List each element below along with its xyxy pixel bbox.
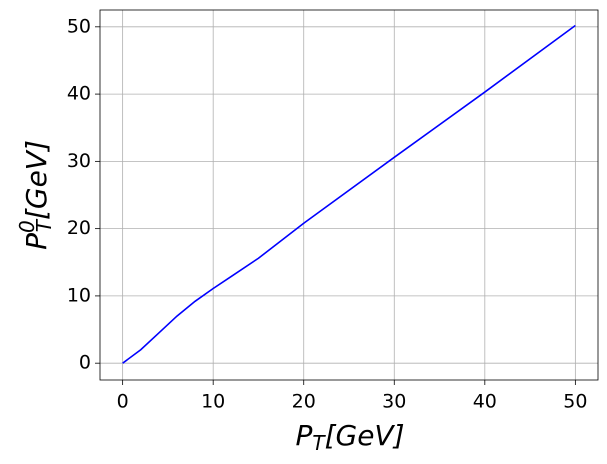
y-tick-label: 40	[67, 83, 91, 105]
x-label-tail: [GeV]	[325, 419, 405, 452]
x-tick-label: 0	[117, 391, 129, 413]
y-label-tail: [GeV]	[20, 140, 53, 220]
y-tick-label: 30	[67, 150, 91, 172]
y-label-sup: 0	[15, 220, 39, 233]
x-tick-label: 30	[382, 391, 406, 413]
x-label-main: P	[295, 419, 312, 452]
x-label-sub: T	[312, 431, 326, 455]
data-line	[122, 24, 576, 364]
y-tick-label: 20	[67, 217, 91, 239]
x-tick-label: 20	[292, 391, 316, 413]
y-tick-label: 10	[67, 284, 91, 306]
y-axis-label: P0T[GeV]	[15, 140, 56, 250]
x-tick-label: 50	[563, 391, 587, 413]
plot-frame	[99, 9, 599, 381]
x-axis-label: PT[GeV]	[295, 419, 404, 455]
x-tick-label: 40	[473, 391, 497, 413]
y-tick-label: 50	[67, 15, 91, 37]
y-label-main: P	[20, 233, 53, 250]
y-tick-label: 0	[79, 352, 91, 374]
y-label-sub: T	[32, 218, 56, 232]
x-tick-label: 10	[201, 391, 225, 413]
